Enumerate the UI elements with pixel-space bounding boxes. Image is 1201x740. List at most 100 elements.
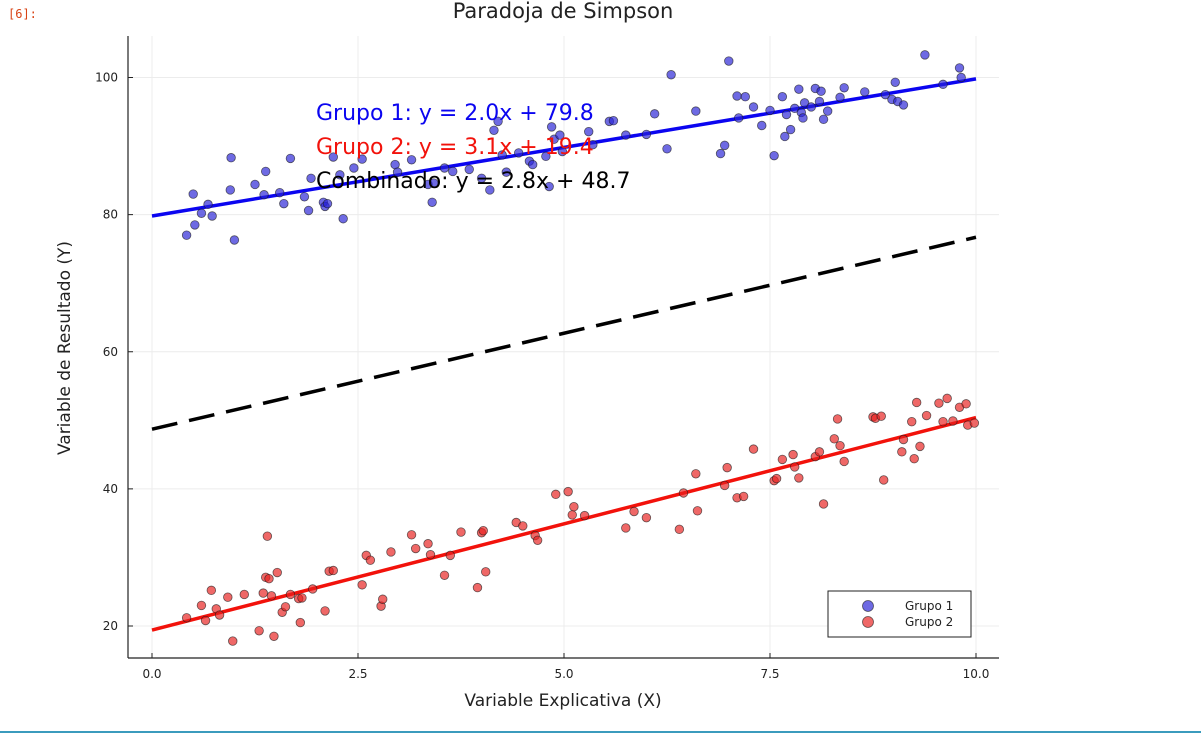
series-2-point: [200, 615, 211, 626]
series-2-point: [406, 530, 417, 540]
legend-label-1: Grupo 1: [905, 599, 953, 613]
equation-annotation-1: Grupo 1: y = 2.0x + 79.8: [316, 101, 594, 126]
series-1-point: [785, 124, 796, 135]
series-1-point: [203, 199, 213, 210]
series-1-point: [225, 185, 235, 195]
series-2-point: [410, 543, 421, 554]
series-2-point: [439, 570, 450, 580]
series-2-point: [961, 399, 971, 409]
series-1-point: [765, 105, 775, 116]
y-tick-label: 80: [103, 208, 118, 222]
series-1-point: [464, 164, 474, 175]
cell-prompt: [6]:: [8, 7, 37, 21]
series-2-point: [678, 488, 689, 498]
series-2-point: [814, 447, 825, 457]
series-1-point: [250, 179, 260, 190]
series-2-point: [386, 547, 396, 557]
series-1-point: [814, 96, 825, 107]
series-2-point: [692, 506, 703, 516]
series-1-point: [956, 72, 966, 83]
series-1-point: [497, 150, 507, 160]
series-1-point: [662, 144, 672, 154]
series-1-point: [546, 122, 557, 132]
series-1-point: [920, 50, 930, 60]
series-2-point: [839, 456, 849, 467]
series-2-point: [948, 416, 958, 426]
legend-label-2: Grupo 2: [905, 615, 953, 629]
series-1-point: [724, 56, 734, 66]
series-1-point: [427, 197, 437, 207]
series-2-point: [478, 525, 488, 536]
series-1-point: [691, 106, 701, 116]
series-2-point: [280, 602, 291, 612]
series-2-point: [285, 589, 296, 600]
x-tick-label: 2.5: [348, 667, 367, 681]
series-2-point: [569, 502, 579, 512]
series-2-point: [239, 589, 249, 600]
series-1-point: [954, 63, 965, 73]
series-2-point: [579, 510, 590, 521]
series-1-point: [898, 100, 909, 110]
series-2-point: [876, 411, 886, 421]
series-1-point: [501, 167, 512, 177]
series-1-point: [799, 98, 810, 108]
series-2-point: [254, 626, 264, 636]
series-1-point: [608, 115, 619, 126]
series-1-point: [303, 205, 314, 216]
series-2-point: [915, 441, 925, 452]
x-axis-label: Variable Explicativa (X): [464, 691, 661, 711]
series-2-point: [771, 473, 782, 484]
series-2-point: [518, 521, 528, 531]
series-1-point: [349, 163, 359, 173]
series-2-point: [307, 584, 318, 594]
series-1-point: [781, 109, 792, 120]
series-2-point: [835, 440, 845, 451]
legend: Grupo 1 Grupo 2: [827, 590, 972, 638]
scatter-points: [181, 50, 980, 646]
series-1-point: [181, 230, 192, 240]
series-2-point: [272, 567, 282, 578]
series-1-point: [489, 125, 499, 135]
legend-marker-1: [862, 600, 874, 612]
series-1-point: [279, 198, 289, 209]
series-2-point: [214, 610, 225, 620]
series-2-point: [357, 580, 367, 590]
series-1-point: [513, 148, 524, 158]
series-2-point: [777, 454, 788, 465]
series-1-point: [822, 106, 833, 116]
x-tick-label: 7.5: [760, 667, 779, 681]
series-2-point: [907, 416, 917, 427]
series-1-point: [555, 130, 565, 140]
series-2-point: [691, 469, 701, 479]
series-1-point: [839, 83, 849, 93]
series-2-point: [969, 418, 980, 428]
series-1-point: [719, 140, 730, 151]
series-1-point: [196, 208, 207, 218]
series-2-point: [921, 410, 932, 421]
series-2-point: [722, 462, 732, 473]
series-1-point: [357, 154, 367, 164]
series-2-point: [794, 473, 804, 483]
grid-lines: [128, 36, 999, 658]
series-1-point: [733, 113, 744, 123]
series-1-point: [584, 126, 594, 137]
series-1-point: [275, 187, 285, 198]
series-1-point: [757, 120, 767, 131]
series-2-point: [567, 510, 577, 520]
y-tick-label: 20: [103, 619, 118, 633]
series-1-point: [798, 113, 808, 123]
series-2-point: [262, 531, 273, 541]
series-2-point: [445, 550, 455, 561]
series-2-point: [938, 416, 948, 427]
legend-marker-2: [862, 616, 874, 628]
series-1-point: [439, 163, 450, 173]
series-2-point: [829, 434, 839, 444]
series-2-point: [621, 523, 631, 533]
series-2-point: [297, 593, 307, 603]
y-tick-label: 40: [103, 482, 118, 496]
series-1-point: [557, 146, 568, 157]
series-1-point: [229, 235, 240, 245]
series-1-point: [777, 91, 788, 102]
series-1-point: [666, 70, 676, 80]
